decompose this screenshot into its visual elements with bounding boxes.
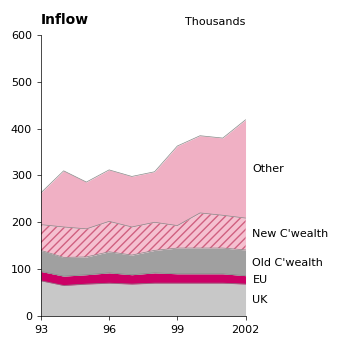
Text: UK: UK xyxy=(252,295,268,305)
Text: Other: Other xyxy=(252,164,284,174)
Text: Thousands: Thousands xyxy=(185,17,246,27)
Text: EU: EU xyxy=(252,275,268,285)
Text: Old C'wealth: Old C'wealth xyxy=(252,258,323,268)
Text: Inflow: Inflow xyxy=(41,13,89,27)
Text: New C'wealth: New C'wealth xyxy=(252,229,329,239)
